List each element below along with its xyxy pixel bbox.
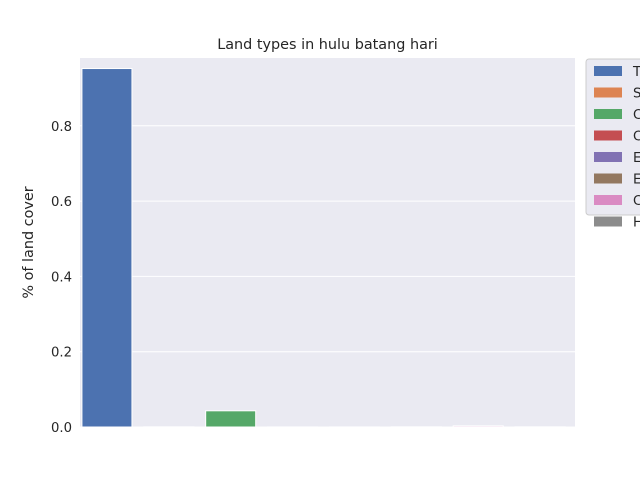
y-tick-label: 0.4	[51, 270, 72, 285]
plot-area	[80, 58, 575, 427]
y-tick-label: 0.2	[51, 346, 72, 361]
legend-swatch	[594, 216, 622, 227]
legend-swatch	[594, 87, 622, 98]
legend-label: E	[633, 173, 640, 188]
legend-swatch	[594, 195, 622, 205]
bar-0	[81, 68, 133, 428]
y-tick-label: 0.6	[51, 195, 72, 210]
bars	[81, 68, 566, 428]
legend-swatch	[594, 109, 622, 119]
chart-title: Land types in hulu batang hari	[217, 37, 438, 53]
legend-label: E	[633, 151, 640, 166]
legend-label: C	[633, 130, 640, 145]
legend-swatch	[594, 66, 622, 76]
legend-label: T	[632, 65, 640, 80]
bar-6	[452, 425, 504, 428]
y-axis-ticks: 0.0 0.2 0.4 0.6 0.8	[51, 120, 72, 436]
legend-label: S	[633, 87, 640, 102]
y-tick-label: 0.8	[51, 120, 72, 135]
y-axis-label: % of land cover	[21, 186, 37, 298]
y-tick-label: 0.0	[51, 421, 72, 436]
legend-swatch	[594, 130, 622, 141]
legend-swatch	[594, 152, 622, 162]
legend-label: H	[633, 216, 640, 231]
legend-label: C	[633, 108, 640, 123]
legend-swatch	[594, 173, 622, 184]
legend-label: C	[633, 194, 640, 209]
bar-2	[205, 410, 257, 428]
